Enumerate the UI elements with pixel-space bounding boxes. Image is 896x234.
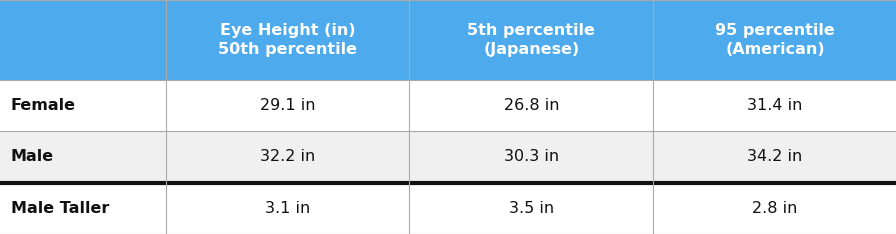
Bar [0,0,896,80]
Bar [0,80,896,131]
Text: Male: Male [11,149,54,164]
Text: 95 percentile
(American): 95 percentile (American) [715,23,835,57]
Text: Eye Height (in)
50th percentile: Eye Height (in) 50th percentile [218,23,358,57]
Text: Female: Female [11,98,76,113]
Text: 5th percentile
(Japanese): 5th percentile (Japanese) [468,23,595,57]
Text: 30.3 in: 30.3 in [504,149,559,164]
Text: 32.2 in: 32.2 in [260,149,315,164]
Bar [0,131,896,183]
Text: 26.8 in: 26.8 in [504,98,559,113]
Text: 3.1 in: 3.1 in [265,201,310,216]
Text: Male Taller: Male Taller [11,201,109,216]
Text: 2.8 in: 2.8 in [753,201,797,216]
Text: 3.5 in: 3.5 in [509,201,554,216]
Text: 31.4 in: 31.4 in [747,98,803,113]
Text: 29.1 in: 29.1 in [260,98,315,113]
Text: 34.2 in: 34.2 in [747,149,803,164]
Bar [0,183,896,234]
